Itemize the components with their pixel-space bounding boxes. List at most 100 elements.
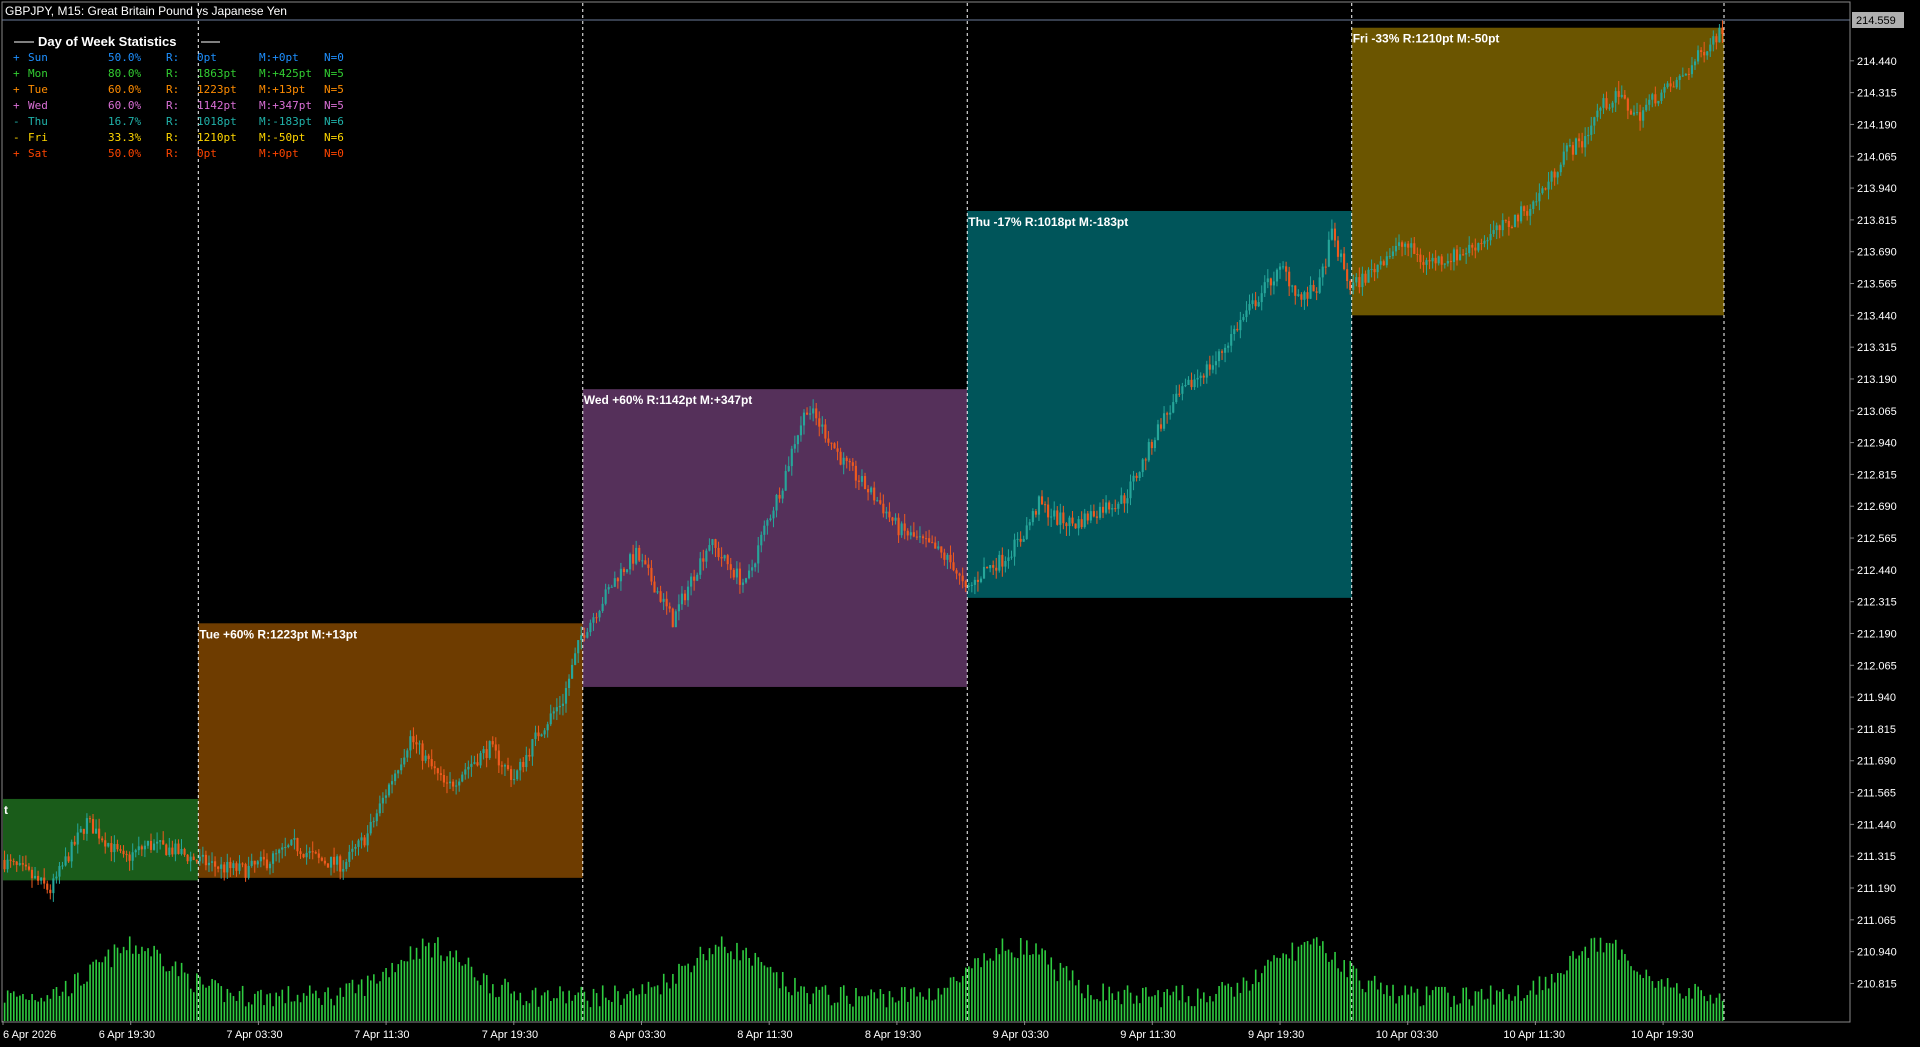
candlestick-series[interactable]	[3, 19, 1724, 902]
volume-bar	[489, 993, 491, 1021]
volume-bar	[1447, 992, 1449, 1021]
candle	[183, 847, 186, 857]
candle	[537, 725, 540, 741]
time-tick-label: 7 Apr 19:30	[482, 1029, 538, 1041]
volume-bar	[1047, 964, 1050, 1021]
volume-bar	[427, 942, 430, 1021]
candle	[1312, 280, 1315, 292]
volume-bar	[1242, 977, 1245, 1021]
volume-bar	[174, 961, 177, 1021]
candle	[1550, 170, 1553, 190]
candle	[1004, 556, 1007, 573]
time-axis[interactable]: 6 Apr 2026 6 Apr 19:30 7 Apr 03:30 7 Apr 11…	[2, 1021, 1693, 1041]
price-tick-label: 210.815	[1857, 978, 1897, 990]
candle	[885, 506, 888, 520]
volume-bar	[601, 985, 604, 1021]
volume-bar	[644, 993, 647, 1021]
candle	[1385, 251, 1388, 268]
candle	[1657, 100, 1660, 107]
volume-bar	[513, 991, 516, 1021]
candle	[1288, 266, 1291, 297]
stats-r: 1863pt	[197, 67, 237, 80]
volume-bar	[778, 988, 781, 1021]
candle	[619, 562, 622, 591]
volume-bar	[1065, 966, 1068, 1021]
volume-bar	[632, 988, 635, 1021]
candle	[1047, 497, 1050, 526]
volume-bar	[247, 1002, 250, 1021]
volume-bar	[43, 1001, 46, 1021]
volume-bar	[1172, 991, 1175, 1021]
candle	[943, 548, 946, 566]
candle	[1663, 83, 1666, 99]
candle	[76, 823, 79, 854]
volume-bar	[385, 967, 387, 1021]
volume-bar	[717, 946, 720, 1021]
candle	[509, 765, 513, 788]
candle	[982, 557, 986, 579]
candle	[1559, 162, 1562, 176]
volume-bar	[1685, 996, 1687, 1021]
volume-bar	[571, 1000, 573, 1021]
candle	[989, 565, 992, 573]
volume-bar	[763, 965, 766, 1021]
stats-sign: -	[13, 115, 20, 128]
volume-bar	[1282, 953, 1284, 1021]
volume-bar	[437, 937, 439, 1021]
volume-bar	[1135, 995, 1138, 1021]
candle	[275, 849, 278, 862]
volume-bar	[562, 991, 564, 1021]
volume-bar	[1410, 986, 1413, 1021]
volume-bar	[348, 983, 351, 1021]
volume-bar	[849, 1003, 851, 1021]
candle	[928, 529, 931, 543]
candle	[406, 748, 409, 762]
candle	[152, 839, 156, 851]
candle	[1080, 511, 1083, 530]
volume-bar	[1132, 1003, 1135, 1021]
volume-bar	[1453, 995, 1455, 1021]
volume-bar	[891, 997, 894, 1021]
candle	[992, 560, 995, 575]
price-axis[interactable]: 214.440 214.315 214.190 214.065 213.940 213.8…	[1849, 3, 1897, 1021]
volume-bar	[1450, 1006, 1452, 1021]
candle	[174, 839, 177, 862]
candle	[940, 546, 943, 559]
volume-bar	[1483, 999, 1486, 1021]
candle	[705, 548, 708, 569]
candle	[195, 859, 198, 864]
candle	[73, 835, 76, 846]
stats-r-label: R:	[166, 147, 179, 160]
volume-bar	[952, 976, 955, 1021]
volume-bar	[1486, 998, 1489, 1021]
volume-bar	[1346, 977, 1349, 1021]
candle	[470, 755, 473, 777]
candle	[439, 766, 442, 781]
volume-bar	[681, 965, 683, 1021]
candle	[949, 545, 952, 569]
candle	[64, 847, 67, 867]
candle	[1083, 508, 1086, 529]
candle	[3, 850, 6, 873]
volume-bar	[1322, 941, 1324, 1021]
volume-bar	[1712, 1003, 1715, 1021]
volume-bar	[104, 956, 107, 1021]
candle	[1266, 269, 1269, 289]
candle	[1645, 98, 1648, 112]
candle	[616, 577, 619, 589]
volume-bar	[125, 950, 128, 1021]
volume-bar	[800, 986, 802, 1021]
volume-bar	[238, 991, 241, 1021]
day-separators-layer	[197, 3, 1725, 1021]
price-tick-label: 213.190	[1857, 374, 1897, 386]
candle	[1257, 296, 1260, 308]
candle	[253, 860, 256, 873]
volume-bar	[687, 963, 689, 1021]
volume-bar	[806, 993, 808, 1021]
volume-bar	[369, 980, 372, 1021]
candle	[6, 854, 9, 873]
candle	[271, 850, 275, 874]
candle	[580, 626, 583, 650]
candle	[809, 406, 812, 420]
